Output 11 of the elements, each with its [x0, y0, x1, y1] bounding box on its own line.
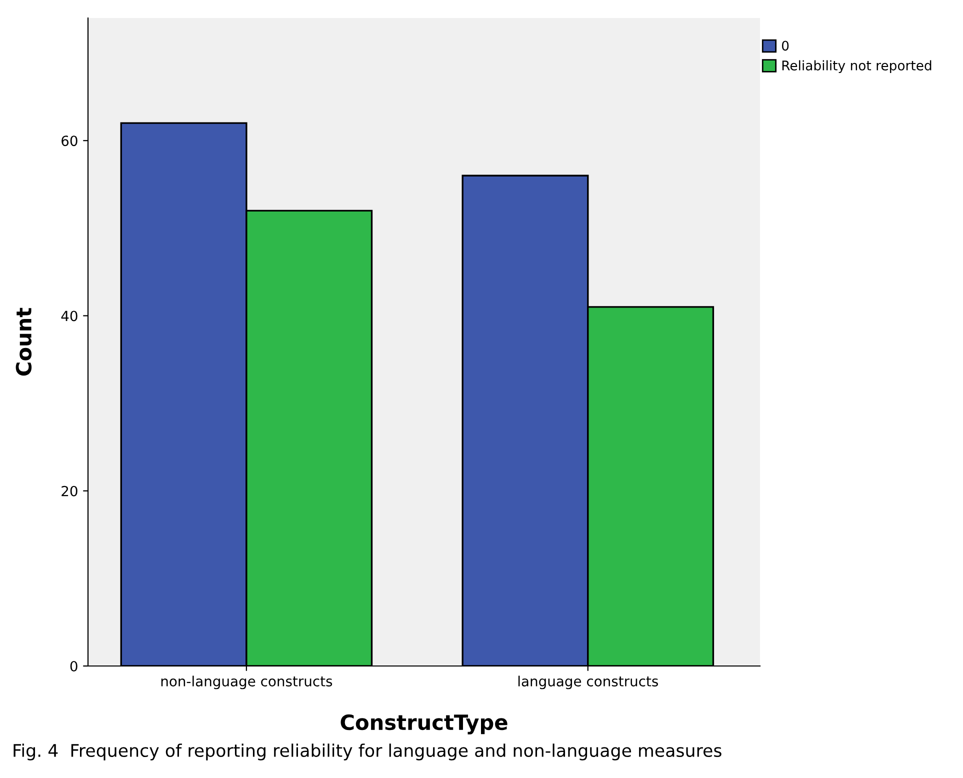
y-tick-label: 40 [61, 310, 78, 322]
legend-label: 0 [782, 40, 789, 51]
y-axis-title: Count [16, 308, 32, 376]
y-tick-label: 0 [70, 660, 78, 672]
y-tick-label: 60 [62, 136, 78, 146]
legend-label: Reliability not reported [782, 60, 932, 74]
y-tick-label: 20 [62, 486, 78, 496]
x-tick-label: non-language constructs [161, 676, 332, 690]
caption: Fig. 4 Frequency of reporting reliability for language and non-language measures [14, 744, 722, 760]
x-tick-label: language constructs [518, 676, 658, 690]
x-axis-title: ConstructType [340, 714, 508, 734]
